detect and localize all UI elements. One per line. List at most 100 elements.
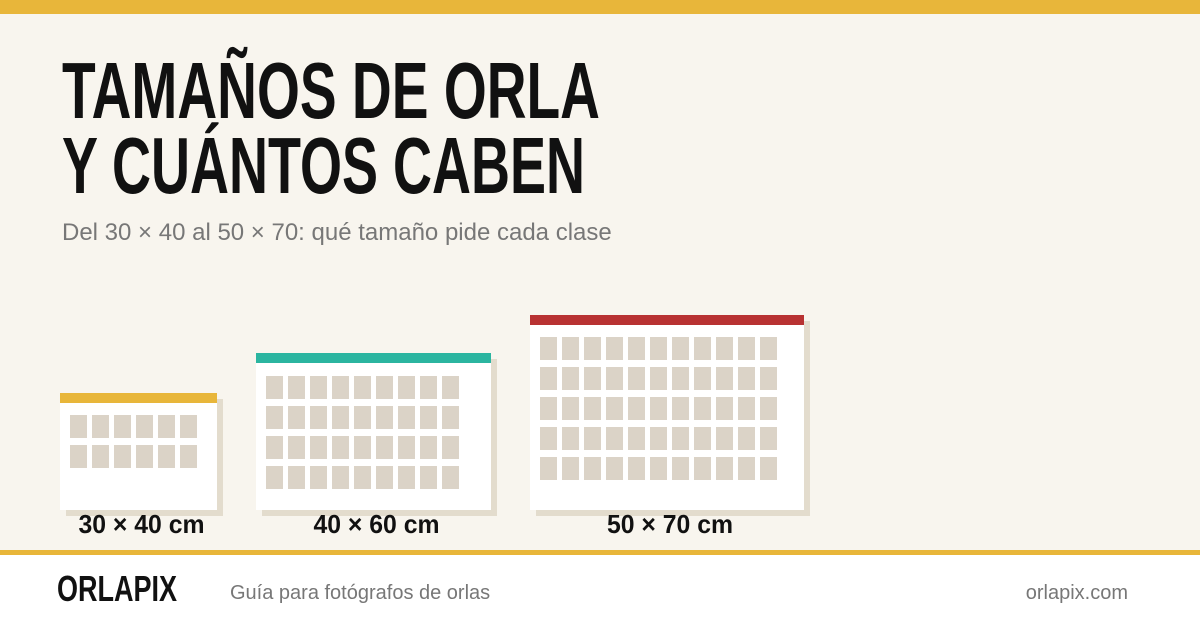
- photo-slot: [288, 466, 305, 489]
- photo-slot: [628, 457, 645, 480]
- photo-slot: [376, 466, 393, 489]
- photo-slot: [716, 397, 733, 420]
- photo-slot: [398, 466, 415, 489]
- photo-slot: [694, 397, 711, 420]
- photo-slot: [650, 397, 667, 420]
- photo-slot: [70, 415, 87, 438]
- photo-slot: [420, 406, 437, 429]
- photo-slot: [442, 436, 459, 459]
- photo-slot: [738, 427, 755, 450]
- photo-slot: [584, 367, 601, 390]
- photo-slot: [398, 406, 415, 429]
- photo-slot: [92, 415, 109, 438]
- photo-slot: [158, 415, 175, 438]
- photo-slot: [136, 445, 153, 468]
- photo-slot: [584, 337, 601, 360]
- photo-slot: [310, 406, 327, 429]
- photo-slot: [420, 466, 437, 489]
- photo-slot: [694, 367, 711, 390]
- photo-slot: [398, 376, 415, 399]
- photo-slot: [540, 457, 557, 480]
- photo-slot: [266, 466, 283, 489]
- photo-slot: [180, 445, 197, 468]
- photo-slot: [354, 466, 371, 489]
- photo-slot: [672, 367, 689, 390]
- photo-slot: [738, 397, 755, 420]
- photo-slot: [332, 406, 349, 429]
- photo-slot: [738, 337, 755, 360]
- tagline: Guía para fotógrafos de orlas: [230, 582, 490, 604]
- photo-slot: [310, 436, 327, 459]
- title-line: Y CUÁNTOS CABEN: [62, 121, 585, 210]
- photo-slot: [562, 337, 579, 360]
- photo-slot: [606, 427, 623, 450]
- photo-slot: [716, 457, 733, 480]
- photo-slot: [310, 376, 327, 399]
- title-line: TAMAÑOS DE ORLA: [62, 46, 600, 135]
- photo-slot: [628, 427, 645, 450]
- size-label: 50 × 70 cm: [607, 509, 733, 539]
- photo-slot: [606, 337, 623, 360]
- photo-slot: [738, 457, 755, 480]
- photo-slot: [332, 436, 349, 459]
- photo-slot: [606, 397, 623, 420]
- photo-slot: [694, 337, 711, 360]
- photo-slot: [760, 337, 777, 360]
- photo-slot: [376, 436, 393, 459]
- photo-slot: [562, 427, 579, 450]
- photo-slot: [562, 367, 579, 390]
- photo-slot: [540, 397, 557, 420]
- photo-slot: [672, 427, 689, 450]
- photo-slot: [310, 466, 327, 489]
- photo-slot: [136, 415, 153, 438]
- photo-slot: [584, 397, 601, 420]
- photo-slot: [562, 397, 579, 420]
- photo-slot: [442, 466, 459, 489]
- photo-slot: [628, 397, 645, 420]
- photo-slot: [114, 445, 131, 468]
- photo-slot: [376, 406, 393, 429]
- photo-slot: [716, 367, 733, 390]
- photo-slot: [332, 376, 349, 399]
- photo-slot: [628, 367, 645, 390]
- photo-slot: [540, 367, 557, 390]
- photo-slot: [694, 457, 711, 480]
- photo-slot: [266, 406, 283, 429]
- frame-bar: [256, 353, 491, 363]
- photo-slot: [332, 466, 349, 489]
- photo-slot: [650, 367, 667, 390]
- photo-slot: [540, 337, 557, 360]
- photo-slot: [158, 445, 175, 468]
- photo-slot: [650, 337, 667, 360]
- photo-slot: [420, 376, 437, 399]
- frames: 30 × 40 cm 40 × 60 cm 50 × 70 cm: [60, 315, 810, 539]
- photo-slot: [288, 376, 305, 399]
- photo-slot: [716, 427, 733, 450]
- photo-slot: [760, 427, 777, 450]
- photo-slot: [70, 445, 87, 468]
- photo-slot: [540, 427, 557, 450]
- photo-slot: [562, 457, 579, 480]
- photo-slot: [288, 406, 305, 429]
- photo-slot: [650, 427, 667, 450]
- subtitle: Del 30 × 40 al 50 × 70: qué tamaño pide …: [62, 219, 612, 246]
- photo-slot: [266, 376, 283, 399]
- photo-slot: [442, 376, 459, 399]
- photo-slot: [398, 436, 415, 459]
- photo-slot: [672, 397, 689, 420]
- photo-slot: [760, 397, 777, 420]
- footer-rule: [0, 550, 1200, 555]
- photo-slot: [716, 337, 733, 360]
- photo-slot: [672, 337, 689, 360]
- photo-slot: [114, 415, 131, 438]
- photo-slot: [760, 367, 777, 390]
- photo-slot: [442, 406, 459, 429]
- photo-slot: [420, 436, 437, 459]
- photo-slot: [354, 436, 371, 459]
- photo-slot: [694, 427, 711, 450]
- photo-slot: [650, 457, 667, 480]
- photo-slot: [288, 436, 305, 459]
- url: orlapix.com: [1026, 582, 1128, 604]
- photo-slot: [738, 367, 755, 390]
- photo-slot: [92, 445, 109, 468]
